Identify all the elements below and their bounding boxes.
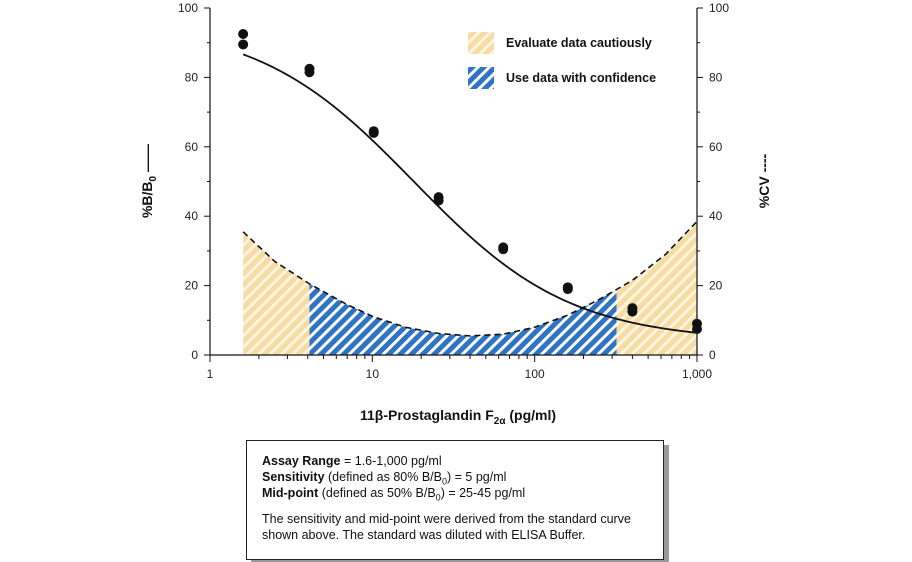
data-point-1 [238, 39, 249, 50]
midpoint-line: Mid-point (defined as 50% B/B0) = 25-45 … [262, 486, 526, 503]
y2-tick-label: 20 [709, 279, 723, 293]
y2-tick-label: 80 [709, 70, 723, 84]
sensitivity-line: Sensitivity (defined as 80% B/B0) = 5 pg… [262, 470, 507, 487]
y-tick-label: 20 [185, 279, 199, 293]
cv-series [242, 220, 698, 337]
y2-axis-title: %CV ---- [756, 153, 772, 208]
data-point-11 [562, 284, 573, 295]
legend-label-1: Use data with confidence [506, 71, 656, 85]
legend-label-0: Evaluate data cautiously [506, 36, 652, 50]
assay-info-box: Assay Range = 1.6-1,000 pg/ml Sensitivit… [246, 440, 664, 560]
y2-tick-label: 0 [709, 348, 716, 362]
axes: 0 0 20 20 40 40 60 60 80 80 100 100 1 10 100 1,000 [178, 1, 729, 381]
assay-range-line: Assay Range = 1.6-1,000 pg/ml [262, 454, 442, 468]
y-tick-label: 40 [185, 209, 199, 223]
y-axis-title: %B/B0 —— [139, 144, 159, 218]
y2-tick-label: 100 [709, 1, 729, 15]
x-tick-label: 10 [366, 367, 380, 381]
region-cautious-2 [616, 221, 697, 355]
standard-curve-chart: 0 0 20 20 40 40 60 60 80 80 100 100 1 10 100 1,000 Eval… [139, 1, 772, 427]
y2-tick-label: 60 [709, 140, 723, 154]
bb0-series [238, 29, 702, 334]
legend: Evaluate data cautiously Use data with co… [468, 32, 656, 89]
data-point-0 [238, 29, 249, 40]
y-tick-label: 100 [178, 1, 198, 15]
x-tick-label: 1 [207, 367, 214, 381]
data-point-9 [498, 244, 509, 255]
legend-swatch-0 [468, 32, 494, 54]
x-tick-label: 100 [525, 367, 545, 381]
assay-note: The sensitivity and mid-point were deriv… [262, 512, 631, 542]
cv-dashed-line [242, 220, 698, 337]
region-cautious-0 [243, 231, 310, 355]
data-point-5 [368, 127, 379, 138]
y-tick-label: 80 [185, 70, 199, 84]
y-tick-label: 60 [185, 140, 199, 154]
x-tick-label: 1,000 [682, 367, 712, 381]
y2-tick-label: 40 [709, 209, 723, 223]
data-point-13 [627, 306, 638, 317]
x-axis-title: 11β-Prostaglandin F2α (pg/ml) [360, 407, 556, 427]
legend-swatch-1 [468, 67, 494, 89]
data-point-3 [304, 67, 315, 78]
confidence-regions [243, 221, 697, 355]
data-point-7 [433, 195, 444, 206]
bb0-fit-curve [242, 53, 698, 334]
region-confidence-1 [309, 283, 617, 355]
y-tick-label: 0 [191, 348, 198, 362]
